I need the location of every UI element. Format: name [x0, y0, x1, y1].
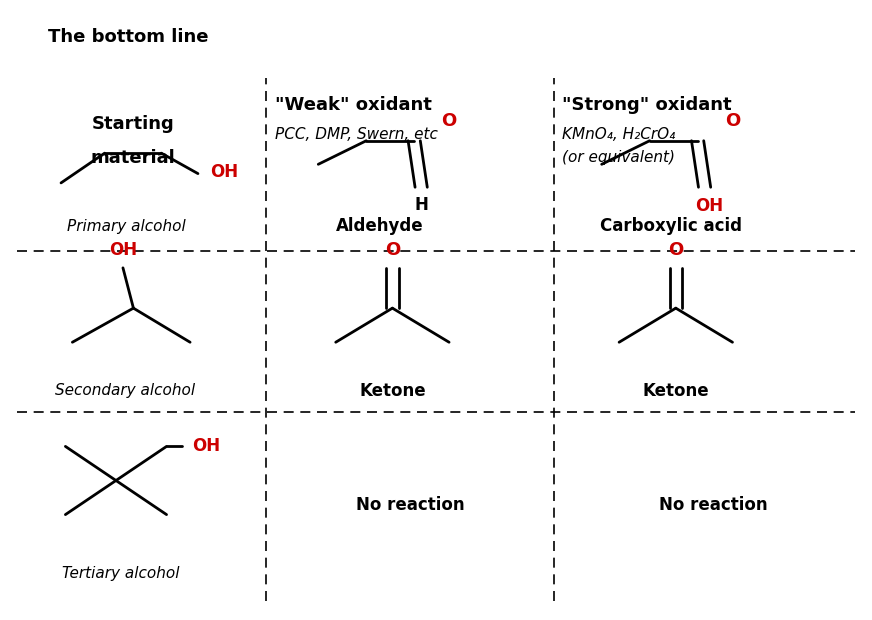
Text: O: O [441, 112, 457, 130]
Text: O: O [725, 112, 740, 130]
Text: Aldehyde: Aldehyde [336, 217, 423, 236]
Text: Tertiary alcohol: Tertiary alcohol [62, 566, 179, 581]
Text: PCC, DMP, Swern, etc: PCC, DMP, Swern, etc [275, 127, 438, 142]
Text: OH: OH [210, 162, 238, 181]
Text: Secondary alcohol: Secondary alcohol [55, 383, 194, 398]
Text: "Weak" oxidant: "Weak" oxidant [275, 96, 432, 114]
Text: No reaction: No reaction [356, 496, 464, 515]
Text: Starting: Starting [92, 115, 174, 133]
Text: Ketone: Ketone [643, 381, 709, 400]
Text: O: O [385, 241, 400, 260]
Text: O: O [668, 241, 684, 260]
Text: Ketone: Ketone [359, 381, 426, 400]
Text: OH: OH [193, 437, 221, 456]
Text: material: material [91, 149, 175, 167]
Text: "Strong" oxidant: "Strong" oxidant [562, 96, 732, 114]
Text: No reaction: No reaction [658, 496, 767, 515]
Text: The bottom line: The bottom line [48, 28, 208, 46]
Text: OH: OH [109, 241, 137, 260]
Text: (or equivalent): (or equivalent) [562, 150, 676, 165]
Text: H: H [414, 195, 428, 214]
Text: OH: OH [695, 197, 723, 215]
Text: Carboxylic acid: Carboxylic acid [601, 217, 742, 236]
Text: Primary alcohol: Primary alcohol [67, 219, 186, 234]
Text: KMnO₄, H₂CrO₄: KMnO₄, H₂CrO₄ [562, 127, 676, 142]
